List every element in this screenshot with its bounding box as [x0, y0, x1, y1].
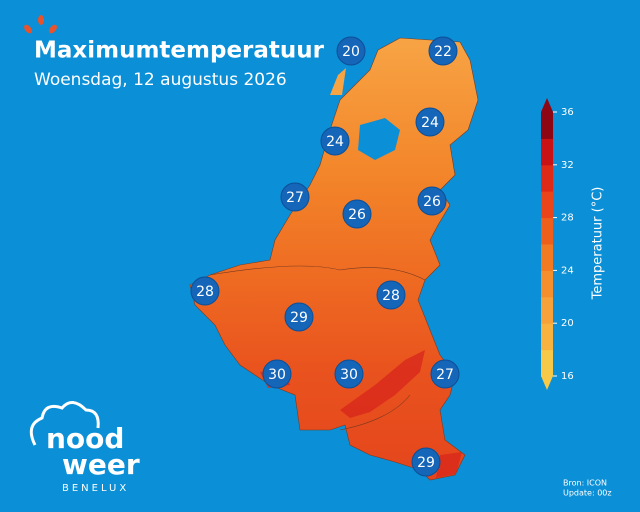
- colorbar-band: [541, 138, 553, 166]
- logo: nood weer BENELUX: [29, 401, 140, 494]
- colorbar-tick-label: 36: [561, 107, 574, 118]
- logo-text: weer: [62, 448, 140, 481]
- title: Maximumtemperatuur: [34, 38, 325, 64]
- colorbar-band: [541, 164, 553, 192]
- colorbar-tick-label: 16: [561, 371, 574, 382]
- marker-value: 28: [382, 288, 400, 304]
- colorbar-tick-label: 20: [561, 318, 574, 329]
- marker: [415, 107, 445, 137]
- marker: [334, 359, 364, 389]
- colorbar-band: [541, 270, 553, 298]
- colorbar-band: [541, 112, 553, 139]
- map: [189, 37, 479, 481]
- marker-value: 27: [286, 190, 304, 206]
- marker-value: 24: [421, 115, 439, 131]
- colorbar-end: [541, 98, 553, 112]
- colorbar-tick-label: 32: [561, 160, 574, 171]
- lake: [358, 118, 400, 160]
- colorbar-label: Temperatuur (°C): [591, 187, 606, 301]
- colorbar-tick-label: 24: [561, 265, 574, 276]
- colorbar-band: [541, 323, 553, 351]
- marker: [262, 359, 292, 389]
- marker-value: 27: [436, 367, 454, 383]
- colorbar-band: [541, 296, 553, 324]
- marker-value: 29: [417, 455, 435, 471]
- marker-value: 26: [348, 207, 366, 223]
- marker: [428, 36, 458, 66]
- colorbar: 16 20 24 28 32 36: [541, 98, 574, 390]
- logo-text: nood: [46, 422, 124, 455]
- island: [330, 68, 346, 95]
- marker-value: 30: [340, 367, 358, 383]
- marker: [190, 276, 220, 306]
- brand-dots: [24, 15, 57, 34]
- marker: [376, 280, 406, 310]
- marker: [417, 186, 447, 216]
- colorbar-band: [541, 191, 553, 219]
- marker-value: 24: [326, 134, 344, 150]
- marker-value: 29: [290, 310, 308, 326]
- marker-value: 26: [423, 194, 441, 210]
- marker-value: 30: [268, 367, 286, 383]
- marker: [430, 359, 460, 389]
- marker: [411, 447, 441, 477]
- colorbar-band: [541, 217, 553, 245]
- hot-zone: [340, 350, 425, 418]
- marker-value: 28: [196, 284, 214, 300]
- land: [189, 37, 479, 481]
- subtitle: Woensdag, 12 augustus 2026: [34, 70, 287, 90]
- logo-tagline: BENELUX: [62, 483, 129, 494]
- source: Bron: ICON: [563, 479, 607, 488]
- borders: [209, 265, 426, 431]
- colorbar-band: [541, 244, 553, 271]
- colorbar-end: [541, 376, 553, 390]
- marker: [280, 182, 310, 212]
- colorbar-band: [541, 349, 553, 377]
- update: Update: 00z: [563, 489, 612, 498]
- marker: [284, 302, 314, 332]
- colorbar-tick-label: 28: [561, 213, 574, 224]
- marker-value: 22: [434, 44, 452, 60]
- marker: [320, 126, 350, 156]
- hot-zone: [436, 452, 462, 478]
- marker: [342, 199, 372, 229]
- marker-value: 20: [342, 44, 360, 60]
- marker: [336, 36, 366, 66]
